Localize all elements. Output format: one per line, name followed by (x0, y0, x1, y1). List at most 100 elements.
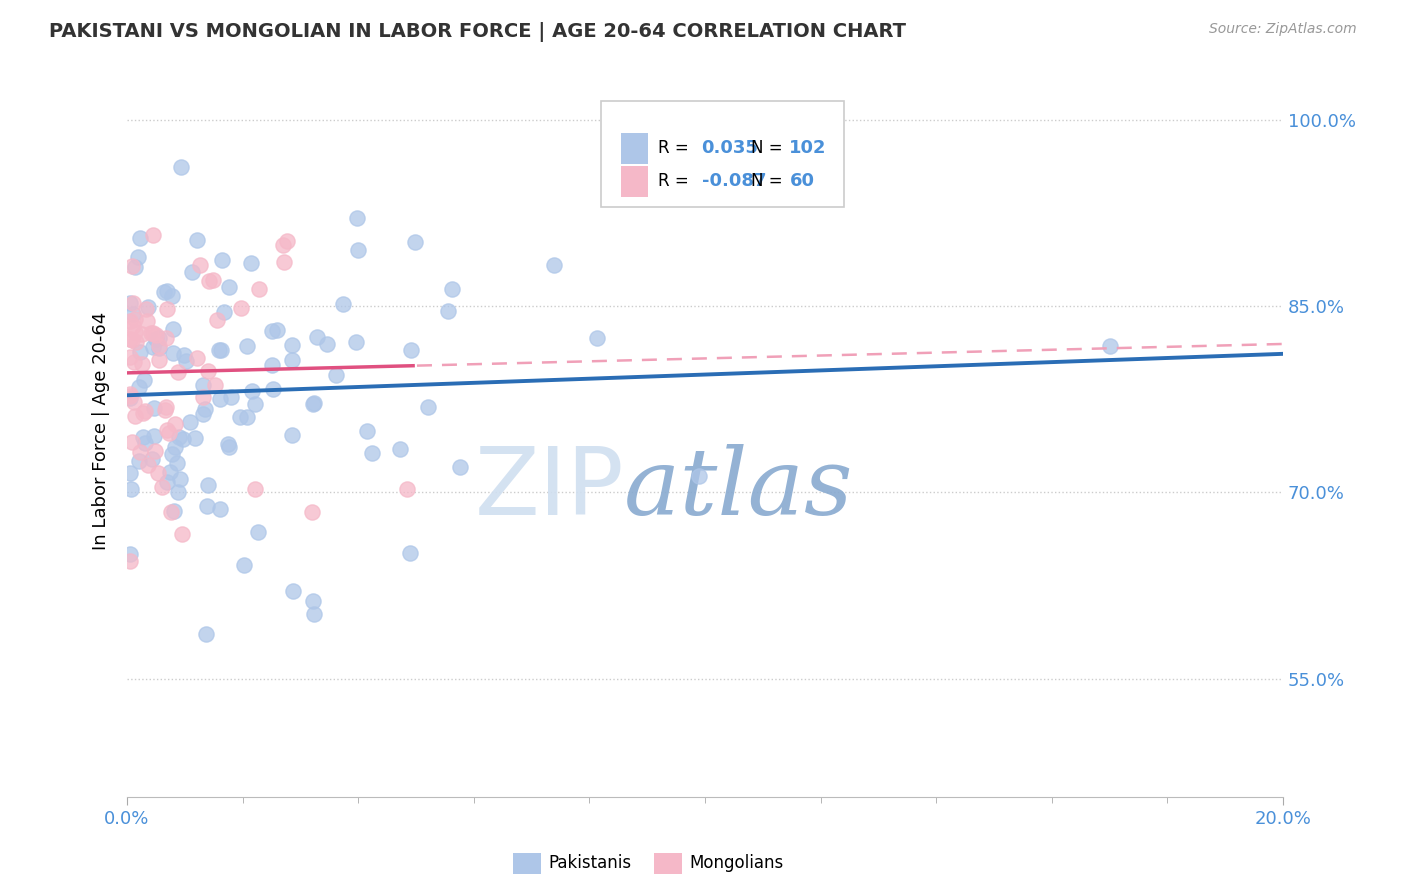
Point (194, 401, 217, 416)
Text: N =: N = (751, 139, 789, 157)
Point (135, 301, 157, 316)
Point (186, 351, 208, 365)
Point (247, 524, 270, 539)
Point (243, 483, 266, 497)
Point (122, 394, 145, 409)
Point (205, 313, 228, 327)
Point (143, 428, 166, 442)
Point (543, 258, 565, 272)
Point (165, 440, 187, 454)
Text: R =: R = (658, 139, 693, 157)
Text: 0.035: 0.035 (702, 139, 758, 157)
Point (399, 343, 422, 357)
Point (148, 466, 170, 480)
Point (172, 432, 194, 446)
Point (191, 378, 214, 392)
Point (132, 373, 155, 387)
Point (276, 234, 298, 248)
Point (191, 407, 214, 421)
Point (134, 435, 156, 450)
Point (243, 397, 266, 411)
Point (118, 295, 141, 310)
Point (131, 326, 153, 341)
Point (122, 295, 145, 310)
Point (125, 334, 148, 349)
Point (135, 314, 157, 328)
Point (262, 383, 284, 397)
Point (418, 400, 440, 414)
Point (124, 326, 146, 340)
Point (208, 343, 231, 357)
Point (163, 504, 186, 518)
Point (121, 333, 143, 347)
Point (165, 417, 187, 431)
Point (217, 437, 239, 451)
Point (121, 260, 143, 274)
Point (347, 243, 370, 257)
Text: Pakistanis: Pakistanis (548, 855, 631, 872)
Point (153, 402, 176, 417)
Point (148, 352, 170, 367)
Point (145, 327, 167, 342)
Point (157, 426, 180, 441)
Point (361, 445, 384, 459)
Point (209, 343, 232, 357)
Point (239, 256, 262, 270)
Point (201, 273, 224, 287)
Point (173, 348, 195, 362)
Point (134, 403, 156, 417)
Point (304, 607, 326, 621)
Point (124, 311, 146, 326)
Point (356, 425, 378, 439)
FancyBboxPatch shape (600, 101, 844, 207)
Point (302, 593, 325, 607)
Point (153, 285, 176, 299)
Point (281, 337, 304, 351)
Point (301, 505, 323, 519)
Point (150, 480, 173, 494)
Point (211, 253, 233, 268)
Point (128, 454, 150, 468)
Point (440, 282, 463, 296)
Point (162, 345, 184, 359)
Point (184, 431, 207, 445)
Point (166, 484, 188, 499)
Point (141, 452, 163, 467)
Point (118, 466, 141, 480)
Point (142, 326, 165, 340)
Point (396, 482, 419, 496)
Point (266, 323, 288, 337)
Point (229, 409, 252, 424)
Point (143, 444, 166, 458)
Point (118, 314, 141, 328)
Point (388, 442, 411, 457)
Point (260, 324, 283, 338)
Point (156, 284, 179, 298)
Point (129, 231, 152, 245)
Point (212, 305, 235, 319)
Point (219, 390, 242, 404)
Point (121, 318, 143, 333)
Point (198, 274, 221, 288)
Point (281, 428, 304, 442)
Point (305, 330, 328, 344)
Point (236, 409, 259, 424)
Point (121, 434, 143, 449)
Point (120, 391, 142, 405)
Point (159, 505, 181, 519)
Point (120, 387, 142, 401)
Point (437, 303, 460, 318)
Point (148, 339, 170, 353)
Point (155, 423, 177, 437)
Point (120, 482, 142, 496)
Point (280, 353, 302, 368)
Text: -0.087: -0.087 (702, 172, 766, 190)
Point (127, 250, 149, 264)
Point (169, 160, 191, 174)
Point (218, 440, 240, 454)
Point (122, 355, 145, 369)
Text: R =: R = (658, 172, 693, 190)
Point (160, 447, 183, 461)
Point (232, 558, 254, 573)
Point (118, 554, 141, 568)
